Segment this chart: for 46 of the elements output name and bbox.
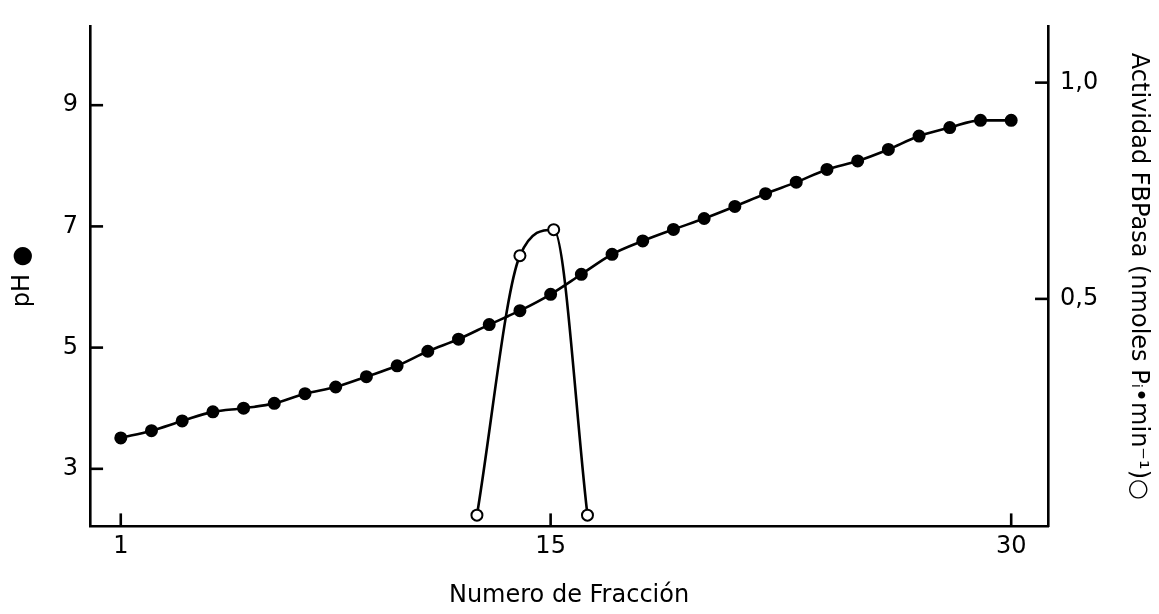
point [605,247,619,261]
x-tick-label: 1 [113,531,129,560]
point [759,187,773,201]
point [206,405,220,419]
point [114,431,128,445]
point [547,223,561,237]
point [390,359,404,373]
y-tick-label: 9 [62,89,79,118]
y-axis-title: pH ● [6,245,35,308]
point [267,396,281,410]
point [697,212,711,226]
point [329,380,343,394]
point [482,318,496,332]
point [359,370,373,384]
point [820,162,834,176]
point [452,332,466,346]
point [973,113,987,127]
point [728,199,742,213]
point [175,414,189,428]
point [144,424,158,438]
point [298,387,312,401]
point [513,304,527,318]
x-axis-title: Numero de Fracción [448,579,690,608]
point [544,287,558,301]
point [421,344,435,358]
y2-tick-label: 0,5 [1060,283,1099,312]
y-tick-label: 3 [62,453,79,482]
point [881,142,895,156]
y-tick-label: 5 [62,331,79,360]
point [851,154,865,168]
y-tick-label: 7 [62,210,79,239]
point [943,121,957,135]
point [666,222,680,236]
point [470,508,484,522]
x-tick-label: 30 [995,531,1027,560]
point [1004,113,1018,127]
point [574,267,588,281]
point [636,234,650,248]
point [580,508,594,522]
point [912,129,926,143]
y2-tick-label: 1,0 [1060,66,1099,95]
point [513,249,527,263]
point [237,401,251,415]
point [789,175,803,189]
y2-axis-title: Actividad FBPasa (nmoles Pᵢ•min⁻¹)○ [1126,52,1155,500]
x-tick-label: 15 [535,531,566,560]
